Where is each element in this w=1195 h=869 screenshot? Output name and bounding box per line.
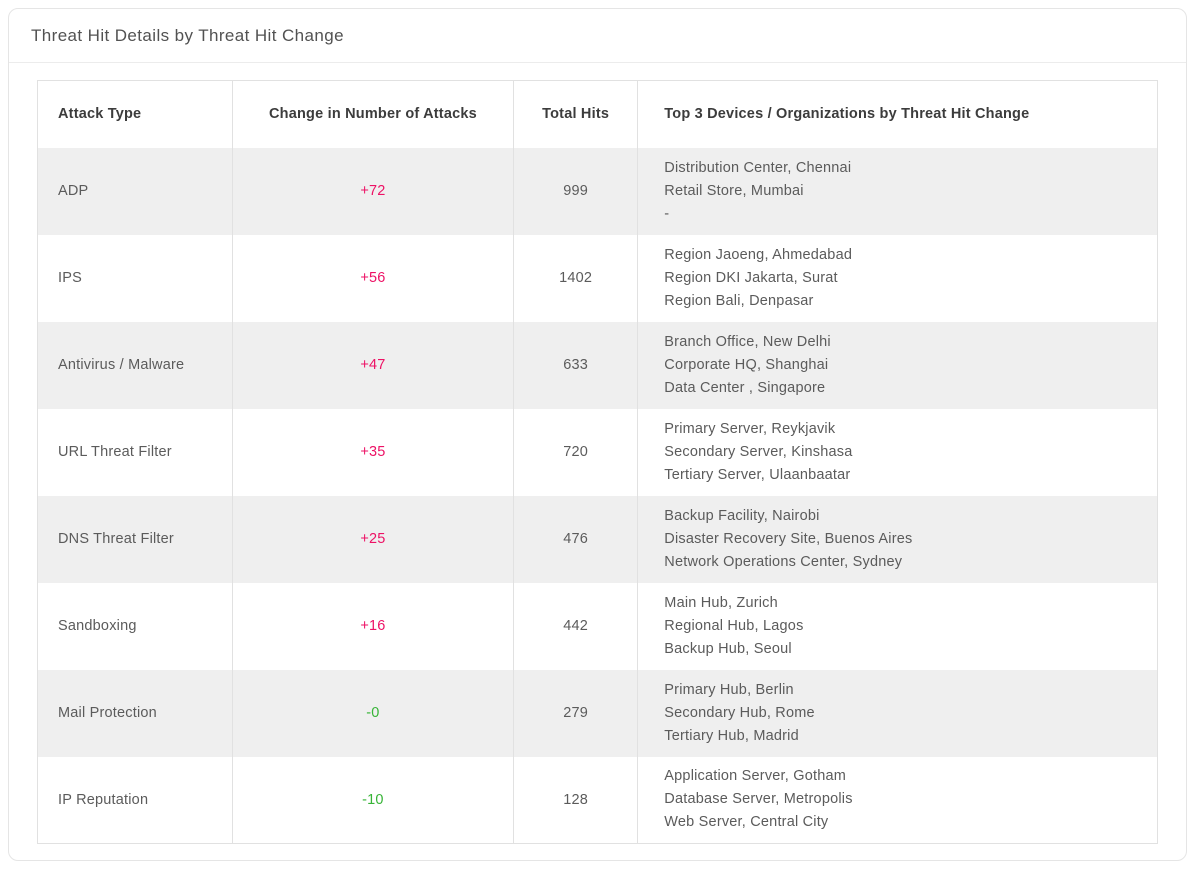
device-line: Branch Office, New Delhi [664,333,831,350]
table-row: Sandboxing +16 442 Main Hub, Zurich Regio… [38,582,1158,670]
device-line: Web Server, Central City [664,814,829,831]
table-row: IP Reputation -10 128 Application Server… [38,756,1158,844]
device-line: Network Operations Center, Sydney [664,553,903,570]
attack-type-cell: Sandboxing [58,618,137,634]
card-header: Threat Hit Details by Threat Hit Change [9,9,1186,63]
change-cell: +16 [231,582,514,670]
device-line: Secondary Server, Kinshasa [664,443,853,460]
device-line: Primary Hub, Berlin [664,681,794,698]
attack-type-cell: DNS Threat Filter [58,531,174,547]
change-cell: +72 [231,147,514,235]
attack-type-cell: Antivirus / Malware [58,357,185,373]
device-line: Retail Store, Mumbai [664,182,804,199]
change-cell: +35 [231,408,514,496]
card-title: Threat Hit Details by Threat Hit Change [31,25,344,45]
device-line: Disaster Recovery Site, Buenos Aires [664,530,913,547]
device-line: Primary Server, Reykjavik [664,420,836,437]
device-line: Corporate HQ, Shanghai [664,356,829,373]
devices-cell: Main Hub, Zurich Regional Hub, Lagos Backu… [637,582,1158,670]
attack-type-cell: Mail Protection [58,705,157,721]
change-cell: +47 [231,321,514,409]
total-hits-cell: 476 [512,495,638,583]
total-hits-cell: 999 [512,147,638,235]
column-header-change: Change in Number of Attacks [231,80,514,148]
card-body: Attack Type Change in Number of Attacks … [9,63,1186,860]
device-line: Application Server, Gotham [664,768,847,785]
device-line: Secondary Hub, Rome [664,704,815,721]
table-row: DNS Threat Filter +25 476 Backup Facilit… [37,495,1158,583]
device-line: Main Hub, Zurich [664,594,778,611]
device-line: Tertiary Server, Ulaanbaatar [664,466,851,483]
device-line: Distribution Center, Chennai [664,159,852,176]
device-line: Backup Hub, Seoul [664,640,792,657]
change-cell: +56 [231,234,514,322]
total-hits-cell: 1402 [512,234,638,322]
table-row: Antivirus / Malware +47 633 Branch Offic… [37,321,1158,409]
change-cell: -10 [231,756,514,844]
column-header-total-hits: Total Hits [512,80,638,148]
total-hits-cell: 128 [512,756,638,844]
table-header-row: Attack Type Change in Number of Attacks … [37,80,1158,148]
change-cell: -0 [231,669,514,757]
device-line: Database Server, Metropolis [664,791,853,808]
table-body: ADP +72 999 Distribution Center, Chennai… [37,147,1158,844]
device-line: Tertiary Hub, Madrid [664,727,799,744]
total-hits-cell: 720 [512,408,638,496]
devices-cell: Primary Hub, Berlin Secondary Hub, Rome Te… [637,669,1158,757]
total-hits-cell: 633 [512,321,638,409]
attack-type-cell: ADP [58,183,89,199]
device-line: Regional Hub, Lagos [664,617,804,634]
threat-hit-details-card: Threat Hit Details by Threat Hit Change … [8,8,1187,861]
devices-cell: Application Server, Gotham Database Serve… [637,756,1158,844]
device-line: Backup Facility, Nairobi [664,507,820,524]
device-line: Region DKI Jakarta, Surat [664,269,838,286]
device-line: Data Center , Singapore [664,379,826,396]
column-header-attack-type: Attack Type [37,80,233,148]
table-row: IPS +56 1402 Region Jaoeng, Ahmedabad Reg… [38,234,1158,322]
attack-type-cell: IP Reputation [58,791,149,808]
attack-type-cell: URL Threat Filter [58,444,172,460]
device-line: Region Bali, Denpasar [664,292,814,309]
column-header-top-devices: Top 3 Devices / Organizations by Threat … [637,80,1158,148]
change-cell: +25 [231,495,514,583]
devices-cell: Region Jaoeng, Ahmedabad Region DKI Jakar… [637,234,1158,322]
device-line: Region Jaoeng, Ahmedabad [664,246,853,263]
devices-cell: Distribution Center, Chennai Retail Store… [637,147,1158,235]
table-row: URL Threat Filter +35 720 Primary Server… [38,408,1158,496]
table-row: ADP +72 999 Distribution Center, Chennai… [37,147,1158,235]
devices-cell: Primary Server, Reykjavik Secondary Serve… [637,408,1158,496]
threat-hit-table: Attack Type Change in Number of Attacks … [37,80,1158,844]
device-line: - [664,205,670,222]
attack-type-cell: IPS [58,270,82,286]
total-hits-cell: 442 [512,582,638,670]
devices-cell: Branch Office, New Delhi Corporate HQ, Sh… [637,321,1158,409]
table-row: Mail Protection -0 279 Primary Hub, Berl… [37,669,1158,757]
total-hits-cell: 279 [512,669,638,757]
devices-cell: Backup Facility, Nairobi Disaster Recover… [637,495,1158,583]
